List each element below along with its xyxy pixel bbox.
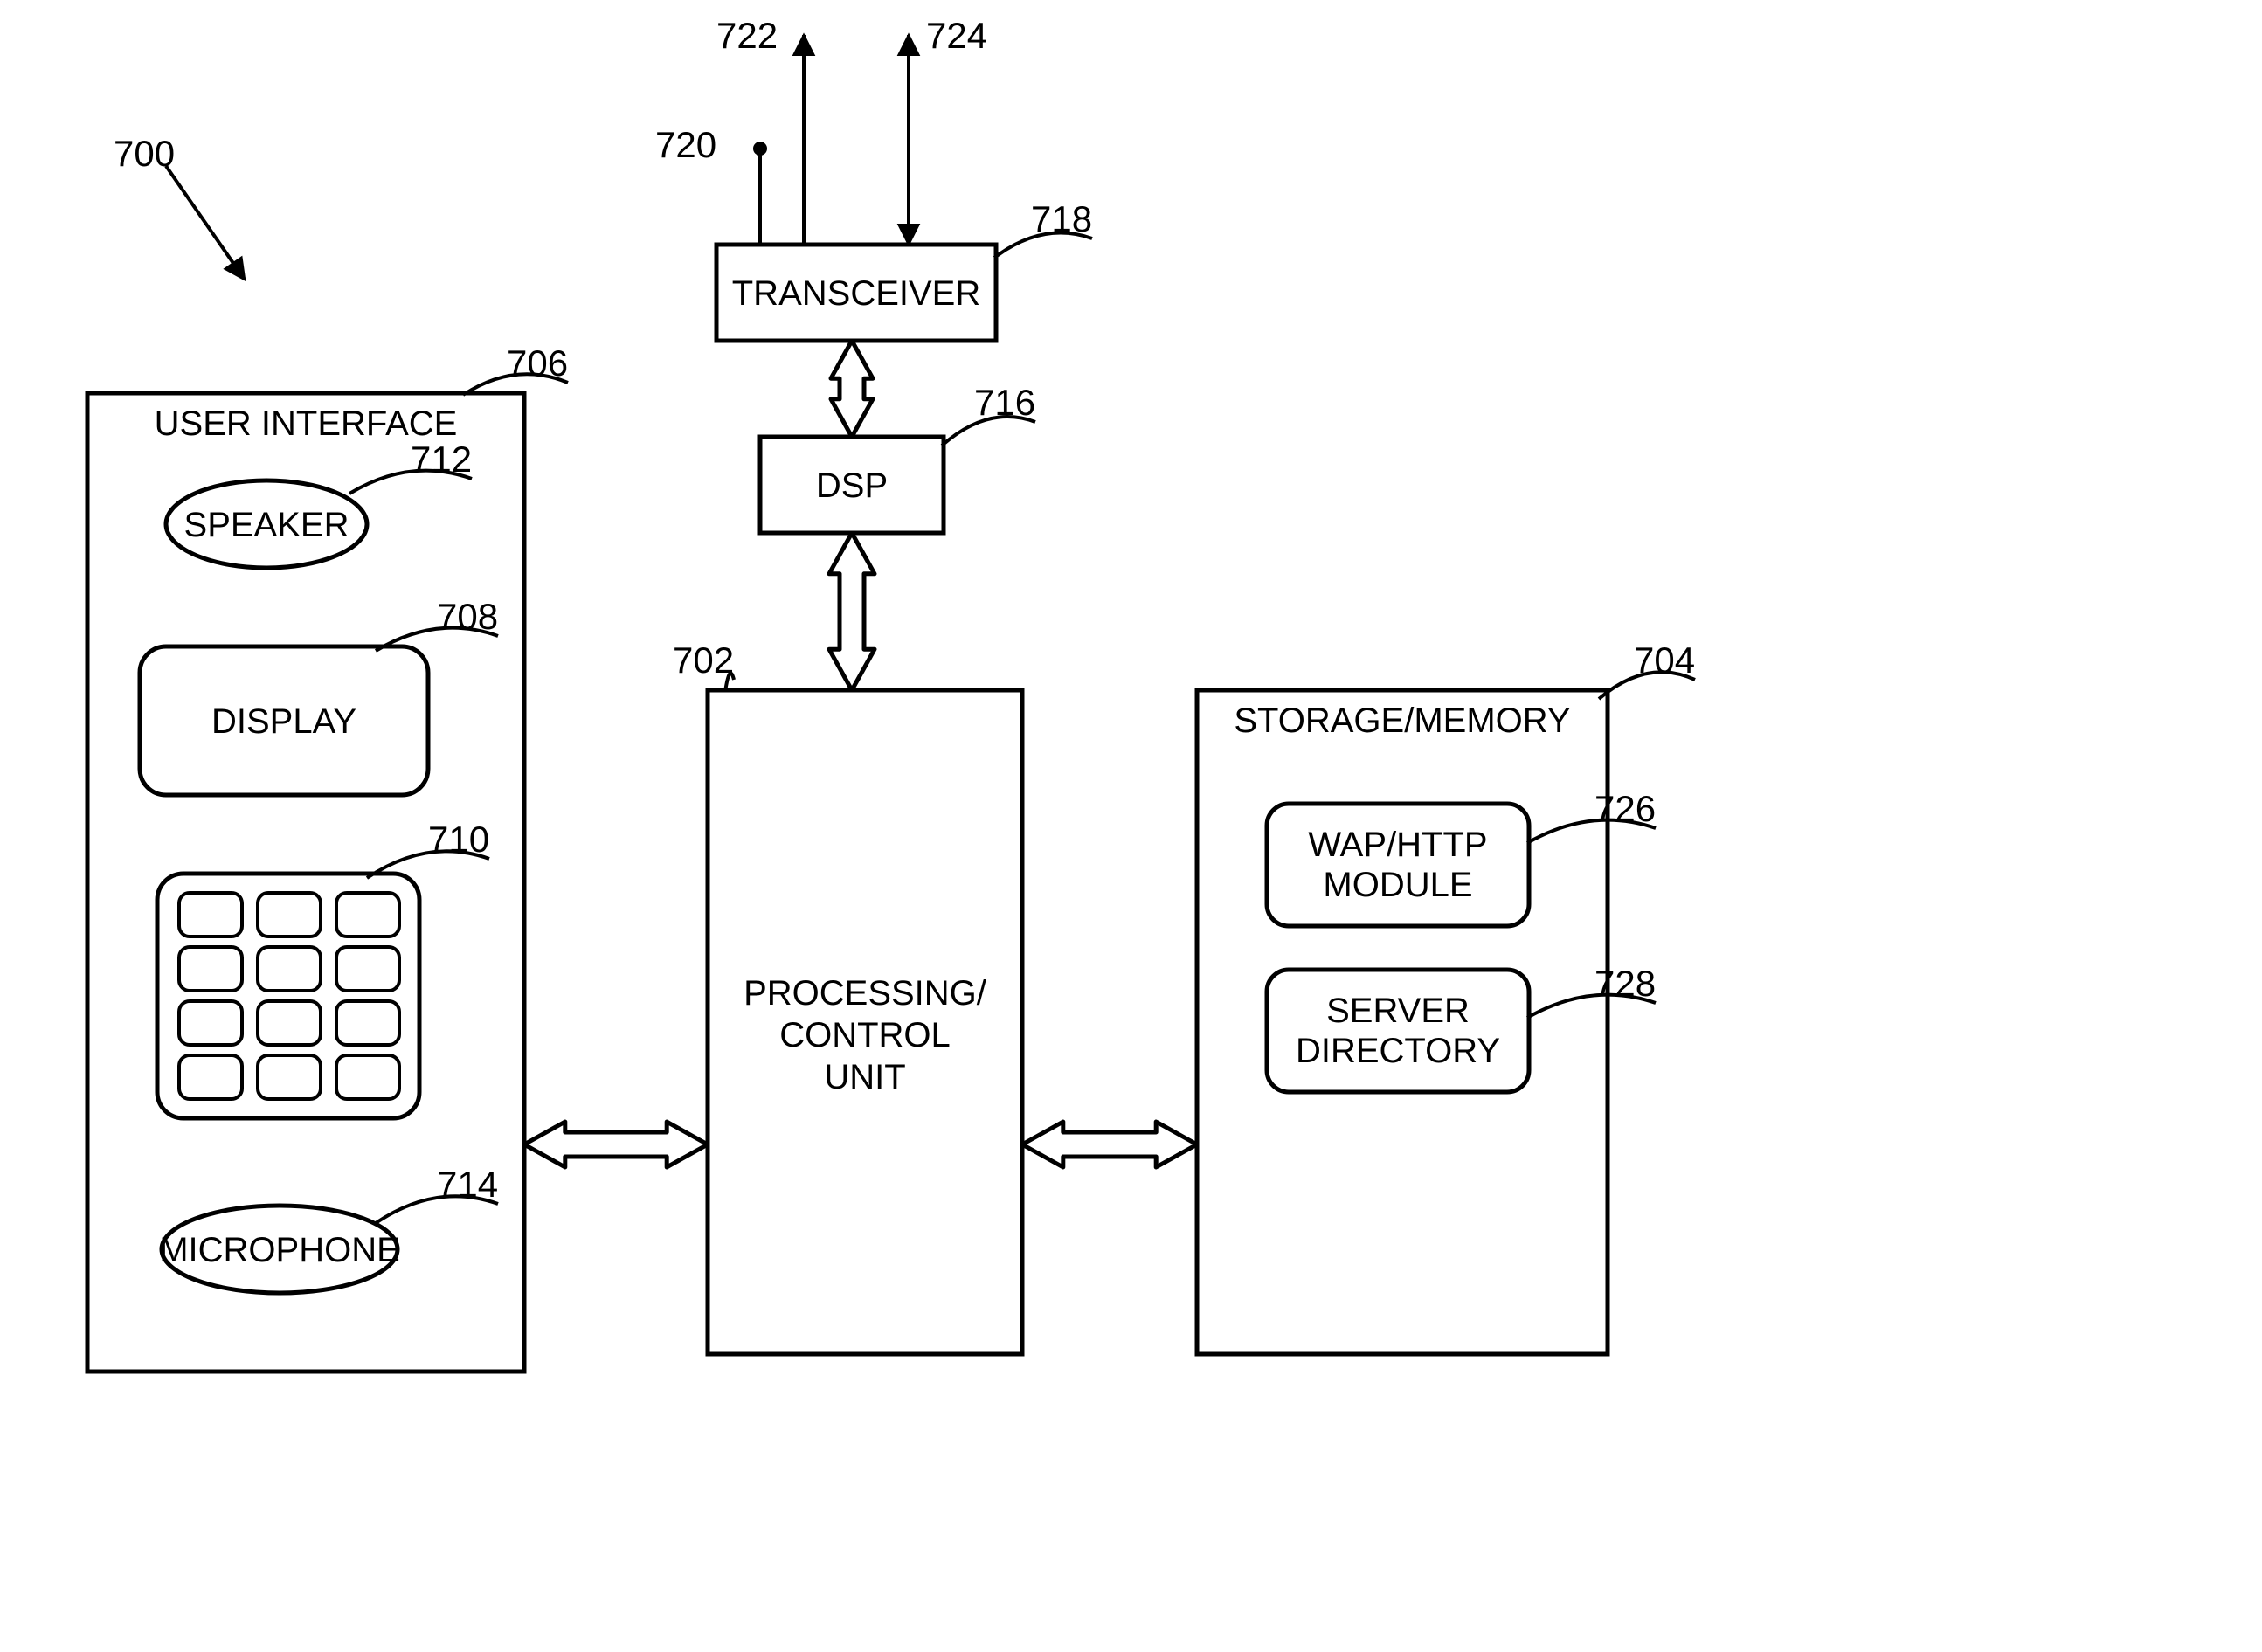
keypad-key xyxy=(336,1001,399,1045)
keypad-key xyxy=(179,1055,242,1099)
antenna-tip xyxy=(753,142,767,156)
keypad-key xyxy=(258,1055,321,1099)
ref-storage: 704 xyxy=(1634,639,1695,681)
ref-keypad: 710 xyxy=(428,819,489,860)
ref-display: 708 xyxy=(437,596,498,637)
transceiver-label: TRANSCEIVER xyxy=(732,274,981,313)
ref-transceiver: 718 xyxy=(1031,198,1092,239)
ref-speaker: 712 xyxy=(411,439,472,480)
storage-label: STORAGE/MEMORY xyxy=(1234,702,1570,740)
keypad-key xyxy=(258,947,321,991)
wap-http-module-block xyxy=(1267,804,1529,926)
pcu-label: PROCESSING/ xyxy=(744,974,987,1013)
wap-label: WAP/HTTP xyxy=(1308,826,1487,864)
keypad-key xyxy=(336,947,399,991)
keypad-key xyxy=(336,893,399,937)
speaker-label: SPEAKER xyxy=(184,506,349,544)
ref-pointer-arrow xyxy=(166,166,245,280)
ref-dsp: 716 xyxy=(974,382,1035,423)
wap-label: MODULE xyxy=(1323,866,1472,904)
dsp-label: DSP xyxy=(816,467,888,505)
ref-main: 700 xyxy=(114,133,175,174)
ref-wap: 726 xyxy=(1594,788,1656,829)
server-directory-block xyxy=(1267,970,1529,1092)
microphone-label: MICROPHONE xyxy=(159,1231,400,1269)
ref-antenna: 720 xyxy=(655,124,716,165)
double-arrow xyxy=(1022,1122,1197,1167)
double-arrow xyxy=(831,341,873,437)
keypad-key xyxy=(179,947,242,991)
keypad-key xyxy=(179,1001,242,1045)
double-arrow xyxy=(829,533,875,690)
keypad-key xyxy=(258,1001,321,1045)
keypad-key xyxy=(179,893,242,937)
keypad-block xyxy=(157,874,419,1118)
pcu-label: UNIT xyxy=(824,1058,905,1096)
ref-rxarrow: 724 xyxy=(926,15,987,56)
ref-dir: 728 xyxy=(1594,963,1656,1004)
display-label: DISPLAY xyxy=(211,702,356,741)
keypad-key xyxy=(336,1055,399,1099)
ref-pcu: 702 xyxy=(673,639,734,681)
pcu-label: CONTROL xyxy=(779,1016,951,1054)
ref-microphone: 714 xyxy=(437,1164,498,1205)
dir-label: SERVER xyxy=(1326,992,1470,1030)
user-interface-label: USER INTERFACE xyxy=(155,404,458,443)
double-arrow xyxy=(524,1122,708,1167)
ref-txarrow: 722 xyxy=(716,15,778,56)
block-diagram: USER INTERFACE SPEAKER DISPLAY MICROPHONE PR… xyxy=(0,0,2262,1652)
ref-ui: 706 xyxy=(507,342,568,384)
keypad-key xyxy=(258,893,321,937)
dir-label: DIRECTORY xyxy=(1296,1032,1500,1070)
